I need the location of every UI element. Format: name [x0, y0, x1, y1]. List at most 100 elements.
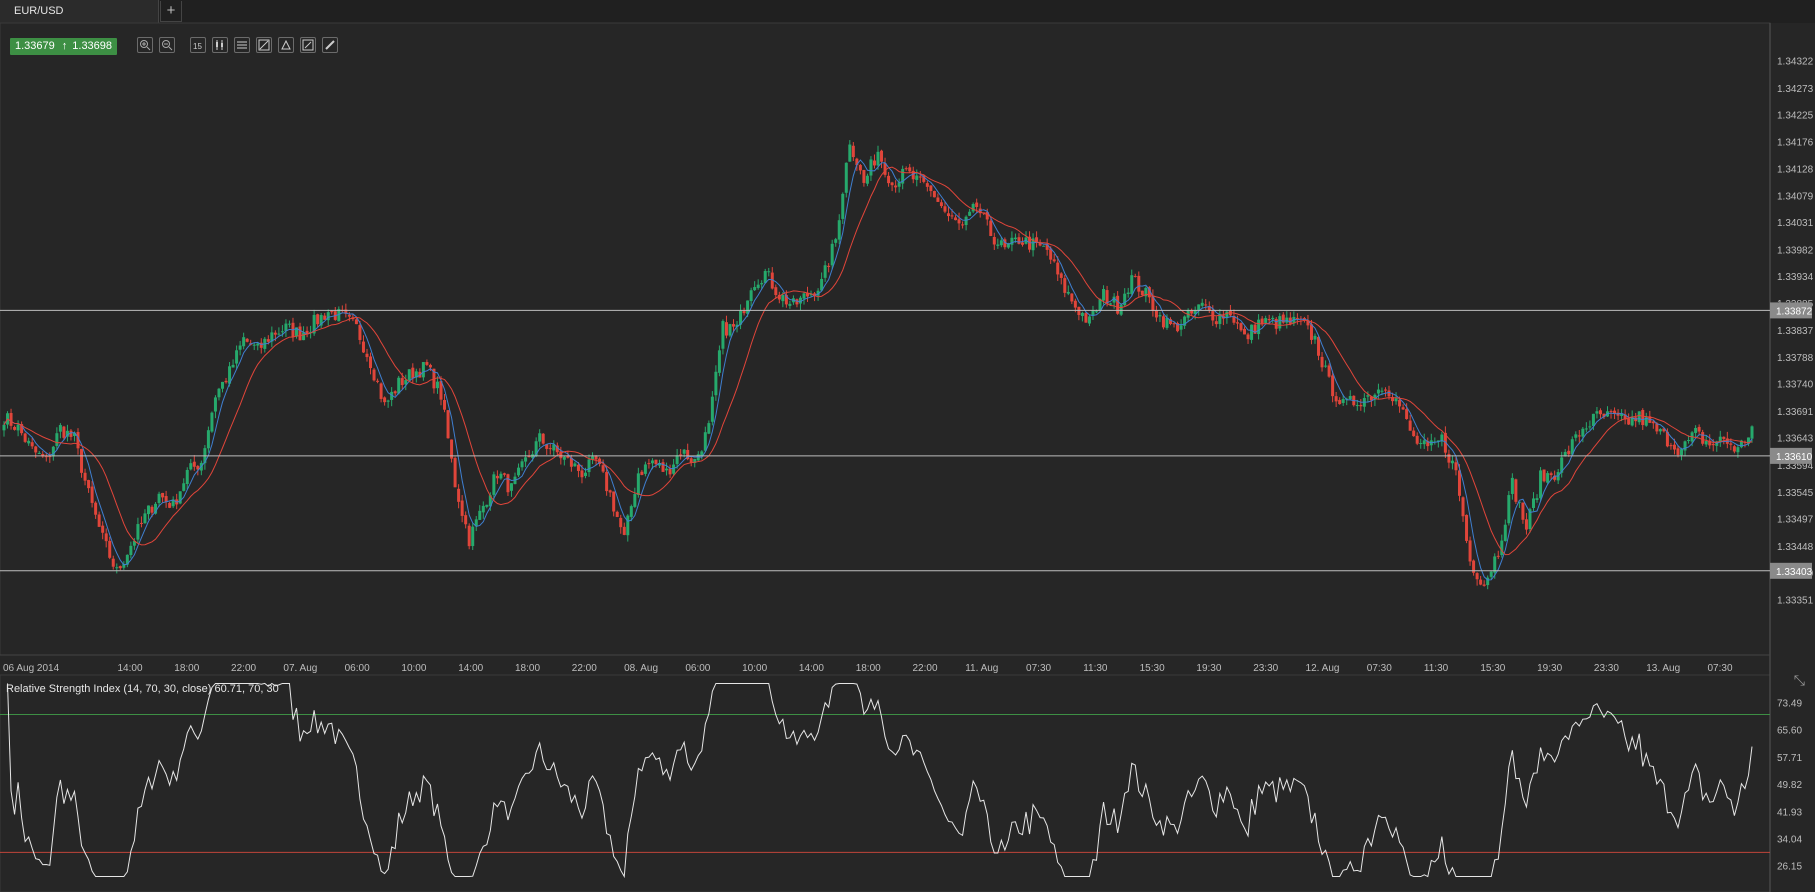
candle-body [1500, 540, 1504, 556]
candle-body [880, 150, 884, 162]
candle-body [196, 466, 200, 470]
candle-body [672, 464, 676, 474]
x-tick-label: 14:00 [117, 663, 142, 674]
candle-body [802, 293, 806, 299]
candle-body [467, 525, 471, 547]
y-tick-label: 1.33497 [1777, 515, 1814, 526]
candle-body [1718, 436, 1722, 443]
rsi-tick-label: 49.82 [1777, 780, 1802, 791]
candle-body [1271, 317, 1275, 320]
candle-body [668, 468, 672, 475]
candle-body [1144, 287, 1148, 297]
add-tab-button[interactable]: + [160, 1, 182, 22]
candle-body [358, 325, 362, 340]
y-tick-label: 1.33740 [1777, 380, 1814, 391]
candle-body [1309, 324, 1313, 340]
candle-body [189, 463, 193, 470]
ask-price: 1.33698 [72, 40, 113, 52]
tab-eurusd[interactable]: EUR/USD [0, 0, 159, 23]
candle-body [228, 366, 232, 384]
chart-type-icon[interactable] [212, 37, 228, 53]
drawing-icon[interactable] [256, 37, 272, 53]
candle-body [1112, 296, 1116, 303]
candle-body [1422, 440, 1426, 445]
rsi-tick-label: 73.49 [1777, 698, 1802, 709]
candle-body [245, 338, 249, 342]
candle-body [1694, 427, 1698, 433]
x-tick-label: 22:00 [912, 663, 937, 674]
candle-body [1066, 291, 1070, 294]
candle-body [1257, 319, 1261, 335]
candle-body [1260, 318, 1264, 325]
candle-body [1161, 316, 1165, 328]
timeframe-icon[interactable]: 15 [190, 37, 206, 53]
edit-icon[interactable] [300, 37, 316, 53]
candle-body [1535, 498, 1539, 501]
candle-body [682, 449, 686, 454]
candle-body [1288, 317, 1292, 324]
up-arrow-icon: ↑ [61, 40, 68, 52]
candle-body [703, 432, 707, 451]
zoom-in-icon[interactable] [137, 37, 153, 53]
indicators-icon[interactable] [234, 37, 250, 53]
candle-body [1577, 435, 1581, 437]
tools-icon[interactable] [278, 37, 294, 53]
candle-body [954, 217, 958, 221]
candle-body [51, 446, 55, 457]
candle-body [925, 183, 929, 187]
candle-body [746, 300, 750, 314]
candle-body [213, 397, 217, 412]
candle-body [1426, 441, 1430, 447]
candle-body [460, 500, 464, 516]
candle-body [347, 314, 351, 317]
candle-body [1687, 440, 1691, 442]
candle-body [464, 515, 468, 525]
expand-arrow-icon[interactable]: ⤡ [1793, 672, 1805, 688]
candle-body [122, 563, 126, 568]
candle-body [65, 430, 69, 437]
pencil-icon[interactable] [322, 37, 338, 53]
candle-body [1380, 390, 1384, 392]
candle-body [372, 369, 376, 381]
candle-body [397, 377, 401, 394]
candle-body [517, 467, 521, 476]
candle-body [538, 433, 542, 442]
candle-body [1317, 336, 1321, 356]
candle-body [961, 224, 965, 226]
x-tick-label: 07:30 [1707, 663, 1732, 674]
candle-body [379, 383, 383, 399]
candle-body [1514, 479, 1518, 502]
candle-body [414, 371, 418, 378]
candle-body [1532, 498, 1535, 508]
candle-body [798, 297, 802, 304]
candle-body [862, 169, 866, 183]
candle-body [985, 211, 989, 220]
candle-body [20, 424, 24, 434]
candle-body [1637, 411, 1641, 423]
candle-body [1465, 514, 1469, 541]
candle-body [1017, 237, 1021, 244]
candle-body [428, 364, 432, 368]
x-tick-label: 14:00 [799, 663, 824, 674]
candle-body [908, 167, 912, 172]
candle-body [679, 454, 683, 456]
zoom-out-icon[interactable] [159, 37, 175, 53]
x-tick-label: 13. Aug [1646, 663, 1680, 674]
candle-body [767, 271, 771, 273]
candle-body [337, 309, 341, 322]
candle-body [707, 423, 711, 434]
candle-body [1274, 318, 1278, 329]
candle-body [587, 459, 591, 473]
ma-slow-line [3, 166, 1753, 556]
candle-body [492, 474, 496, 495]
candle-body [1207, 306, 1211, 310]
candle-body [1398, 399, 1402, 407]
hline-label-bg [1770, 562, 1812, 579]
y-tick-label: 1.33594 [1777, 461, 1814, 472]
candle-body [1419, 443, 1423, 445]
candle-body [390, 391, 394, 400]
candle-body [1031, 238, 1035, 251]
candle-body [1722, 436, 1726, 439]
candle-body [1507, 495, 1511, 524]
